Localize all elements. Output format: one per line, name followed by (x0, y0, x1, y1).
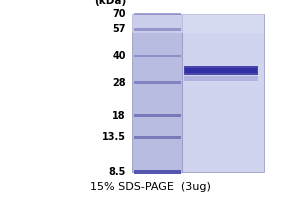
Bar (134, 13, 181, 15)
Text: 70: 70 (112, 9, 126, 19)
Text: 40: 40 (112, 51, 126, 61)
Text: (kDa): (kDa) (94, 0, 126, 6)
Text: 28: 28 (112, 78, 126, 88)
Bar (134, 114, 181, 117)
Bar (134, 28, 181, 31)
Bar (134, 81, 181, 84)
Text: 57: 57 (112, 24, 126, 34)
Bar (134, 170, 181, 174)
Bar (184, 76, 258, 81)
Text: 13.5: 13.5 (102, 132, 126, 142)
Bar (134, 136, 181, 139)
Bar (185, 68, 256, 73)
Text: 18: 18 (112, 111, 126, 121)
Bar (182, 14, 264, 172)
Bar (132, 14, 182, 172)
Text: 8.5: 8.5 (109, 167, 126, 177)
Text: 15% SDS-PAGE  (3ug): 15% SDS-PAGE (3ug) (90, 182, 210, 192)
Bar (134, 55, 181, 57)
Bar (184, 66, 258, 75)
Bar (132, 14, 264, 33)
